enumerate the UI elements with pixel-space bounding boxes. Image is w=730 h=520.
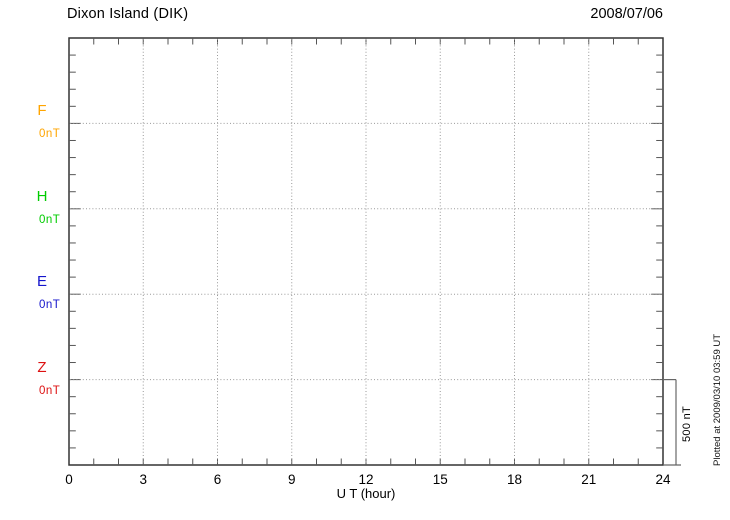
x-tick-label-9: 9 [287, 472, 296, 487]
x-tick-label-15: 15 [432, 472, 448, 487]
x-tick-label-3: 3 [139, 472, 147, 487]
channel-label-F: F [37, 102, 47, 120]
date-label: 2008/07/06 [590, 6, 663, 22]
channel-baseline-label-F: 0nT [39, 128, 61, 141]
channel-baseline-label-H: 0nT [39, 213, 61, 226]
x-tick-label-18: 18 [506, 472, 523, 487]
x-tick-label-12: 12 [358, 472, 374, 487]
channel-label-E: E [36, 273, 47, 291]
x-axis-title: U T (hour) [336, 486, 396, 501]
scale-bar-label: 500 nT [681, 405, 693, 442]
channel-label-Z: Z [37, 358, 47, 376]
x-tick-label-6: 6 [213, 472, 222, 487]
x-tick-label-21: 21 [581, 472, 597, 487]
channel-baseline-label-Z: 0nT [39, 384, 61, 397]
x-tick-label-0: 0 [65, 472, 73, 487]
x-tick-label-24: 24 [655, 472, 671, 487]
plotted-at-note: Plotted at 2009/03/10 03:59 UT [712, 333, 723, 466]
channel-baseline-label-E: 0nT [39, 299, 61, 312]
channel-label-H: H [36, 187, 48, 205]
axis-frame [68, 37, 664, 466]
page-title: Dixon Island (DIK) [67, 6, 189, 22]
